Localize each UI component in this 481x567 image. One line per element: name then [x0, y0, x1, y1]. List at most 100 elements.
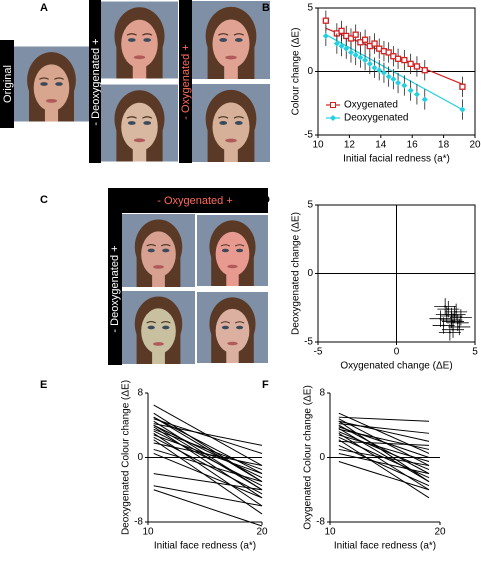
data-point	[376, 67, 383, 74]
strip-label: - Deoxygenated +	[90, 38, 102, 125]
y-tick-label: 0	[307, 66, 313, 77]
data-point	[459, 106, 466, 113]
data-point	[390, 76, 397, 83]
panel-label: D	[262, 194, 270, 206]
data-line	[153, 423, 263, 446]
panel-label: B	[262, 2, 270, 14]
data-point	[352, 31, 359, 38]
label-strip	[0, 40, 14, 128]
data-point	[447, 308, 450, 311]
y-tick-label: 0	[319, 452, 325, 463]
y-tick-label: 8	[137, 388, 143, 399]
data-point	[333, 40, 340, 47]
data-point	[343, 45, 350, 52]
x-tick-label: 5	[472, 347, 478, 358]
data-point	[361, 36, 369, 43]
data-line	[338, 412, 430, 454]
data-point	[347, 49, 354, 56]
label-strip	[108, 188, 268, 213]
data-point	[385, 49, 392, 56]
data-line	[338, 426, 430, 458]
data-point	[338, 27, 345, 35]
data-point	[448, 331, 451, 334]
data-line	[153, 420, 263, 491]
data-point	[371, 40, 378, 47]
y-axis-label: Deoxygenated change (ΔE)	[291, 212, 302, 335]
data-point	[380, 69, 387, 76]
y-axis-label: Oxygenated Colour change (ΔE)	[303, 385, 314, 530]
panel-label: E	[40, 379, 47, 391]
data-line	[153, 448, 263, 483]
x-tick-label: 10	[312, 140, 324, 151]
data-point	[421, 96, 428, 103]
x-tick-label: 12	[344, 140, 356, 151]
y-tick-label: -8	[316, 517, 325, 528]
strip-label: - Oxygenated +	[180, 44, 192, 120]
data-point	[453, 313, 456, 316]
data-line	[338, 424, 430, 475]
x-axis-label: Oxygenated change (ΔE)	[340, 361, 452, 372]
data-line	[338, 432, 430, 491]
data-line	[153, 424, 263, 479]
data-line	[338, 434, 430, 463]
y-tick-label: 5	[307, 3, 313, 14]
fit-line	[325, 34, 463, 111]
legend-label: Deoxygenated	[344, 113, 409, 124]
data-point	[352, 51, 359, 58]
data-line	[153, 424, 263, 491]
face-image	[192, 83, 270, 163]
data-point	[401, 82, 408, 89]
data-line	[153, 404, 263, 466]
y-tick-label: -5	[304, 337, 313, 348]
data-point	[459, 316, 462, 319]
data-point	[362, 57, 369, 64]
data-point	[452, 320, 455, 323]
x-tick-label: 18	[438, 140, 450, 151]
y-tick-label: -5	[304, 130, 313, 141]
data-point	[459, 83, 466, 90]
x-tick-label: 10	[142, 527, 154, 538]
data-point	[413, 63, 421, 70]
label-strip	[179, 0, 192, 163]
data-point	[401, 56, 408, 64]
x-tick-label: 0	[394, 347, 400, 358]
data-point	[407, 60, 414, 68]
strip-label: - Oxygenated +	[157, 195, 233, 207]
data-point	[407, 87, 414, 94]
data-line	[153, 442, 263, 467]
data-line	[153, 412, 263, 483]
data-point	[458, 325, 461, 328]
data-line	[153, 489, 263, 527]
data-point	[442, 324, 445, 327]
face-image	[192, 0, 270, 80]
strip-label: - Deoxygenated +	[109, 245, 121, 332]
data-line	[153, 416, 263, 475]
data-line	[338, 439, 430, 499]
x-axis-label: Initial face redness (a*)	[334, 541, 436, 552]
data-line	[338, 452, 430, 475]
x-tick-label: 20	[469, 140, 481, 151]
panel-label: A	[40, 2, 48, 14]
label-strip	[89, 0, 101, 163]
data-line	[153, 418, 263, 454]
panel-label: F	[262, 379, 269, 391]
x-axis-label: Initial face redness (a*)	[154, 541, 256, 552]
data-line	[153, 485, 263, 507]
data-point	[385, 73, 392, 80]
x-axis-label: Initial facial redness (a*)	[343, 154, 450, 165]
data-point	[450, 314, 453, 317]
data-line	[338, 448, 430, 467]
x-tick-label: -5	[314, 347, 323, 358]
data-point	[371, 64, 378, 71]
label-strip	[108, 213, 122, 365]
data-point	[456, 321, 459, 324]
face-image	[122, 290, 195, 365]
data-point	[322, 32, 329, 39]
x-tick-label: 20	[256, 527, 268, 538]
data-line	[153, 416, 263, 483]
legend-label: Oxygenated	[344, 100, 398, 111]
data-point	[444, 305, 447, 308]
data-line	[153, 426, 263, 499]
data-line	[153, 473, 263, 491]
